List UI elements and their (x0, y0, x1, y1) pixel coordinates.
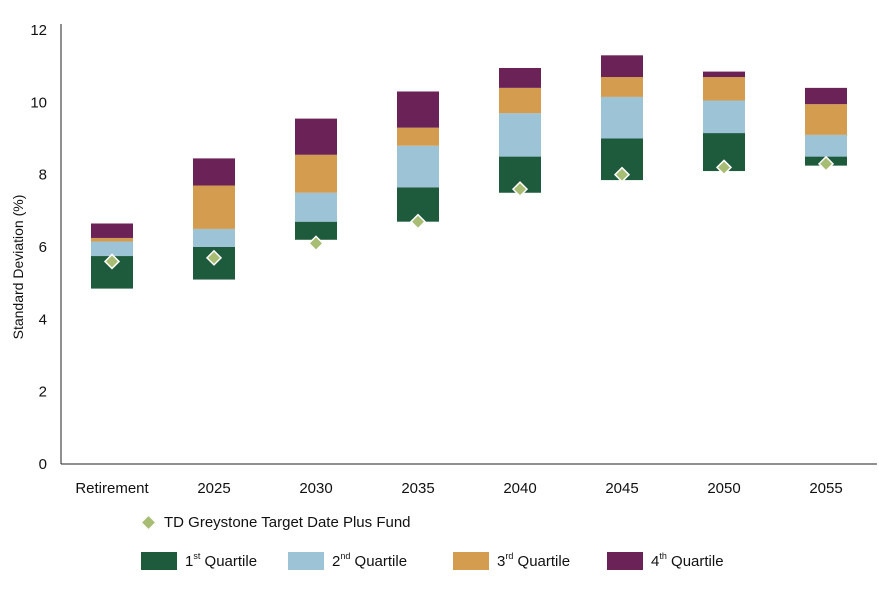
bar-segment-q4 (703, 71, 745, 78)
legend-q3-label: 3rd Quartile (497, 550, 571, 570)
x-tick-label: 2030 (299, 480, 332, 497)
bar-segment-q2 (805, 134, 847, 157)
bar-segment-q2 (91, 241, 133, 257)
y-tick-labels: 0 2 4 6 8 10 12 (30, 22, 47, 473)
bar-segment-q3 (295, 154, 337, 193)
y-tick-label: 10 (30, 94, 47, 111)
y-tick-label: 12 (30, 22, 47, 39)
legend-q2-label: 2nd Quartile (332, 550, 408, 570)
x-tick-label: 2025 (197, 480, 230, 497)
bar-segment-q1 (295, 221, 337, 240)
legend-q4: 4th Quartile (607, 550, 724, 570)
fund-marker (307, 235, 325, 252)
bar-segment-q3 (397, 127, 439, 146)
bar-segment-q4 (397, 91, 439, 128)
legend-q2: 2nd Quartile (288, 550, 408, 570)
fund-markers-layer (103, 155, 835, 270)
y-tick-label: 0 (39, 456, 47, 473)
fund-marker-swatch (140, 514, 157, 531)
bar-segment-q4 (295, 118, 337, 155)
bar-segment-q4 (499, 67, 541, 88)
q4-swatch (607, 552, 643, 570)
bar-segment-q2 (601, 96, 643, 139)
fund-marker (409, 213, 427, 230)
bar-segment-q3 (193, 185, 235, 229)
bar-segment-q3 (499, 87, 541, 114)
x-tick-label: Retirement (75, 480, 149, 497)
legend-fund-label: TD Greystone Target Date Plus Fund (164, 514, 411, 531)
x-tick-label: 2045 (605, 480, 638, 497)
bar-segment-q2 (703, 100, 745, 134)
x-tick-label: 2055 (809, 480, 842, 497)
x-tick-label: 2050 (707, 480, 740, 497)
fund-marker (511, 181, 529, 198)
fund-marker (103, 253, 121, 270)
bar-segment-q3 (805, 104, 847, 135)
y-axis-title: Standard Deviation (%) (10, 195, 26, 340)
q2-swatch (288, 552, 324, 570)
bar-segment-q3 (703, 77, 745, 101)
bar-segment-q4 (193, 158, 235, 186)
bar-segment-q2 (397, 145, 439, 188)
q3-swatch (453, 552, 489, 570)
fund-marker (613, 166, 631, 183)
bar-segment-q3 (601, 77, 643, 97)
bar-segment-q2 (193, 228, 235, 247)
bar-segment-q2 (499, 113, 541, 157)
fund-marker (205, 249, 223, 266)
bar-segment-q4 (601, 55, 643, 78)
fund-marker (817, 155, 835, 172)
y-tick-label: 2 (39, 384, 47, 401)
bar-segment-q2 (295, 192, 337, 222)
bar-segment-q4 (805, 87, 847, 105)
legend-fund: TD Greystone Target Date Plus Fund (138, 514, 411, 531)
y-tick-label: 4 (39, 311, 47, 328)
fund-marker (715, 159, 733, 176)
x-tick-label: 2035 (401, 480, 434, 497)
legend-q1: 1st Quartile (141, 550, 258, 570)
bar-segment-q4 (91, 223, 133, 238)
legend-q3: 3rd Quartile (453, 550, 571, 570)
legend-q4-label: 4th Quartile (651, 550, 724, 570)
y-tick-label: 8 (39, 167, 47, 184)
x-tick-label: 2040 (503, 480, 536, 497)
bar-segment-q3 (91, 237, 133, 242)
y-tick-label: 6 (39, 239, 47, 256)
bars-layer (91, 55, 847, 289)
q1-swatch (141, 552, 177, 570)
legend-q1-label: 1st Quartile (185, 550, 258, 570)
x-tick-labels: Retirement 2025 2030 2035 2040 2045 2050 2055 (75, 480, 842, 497)
